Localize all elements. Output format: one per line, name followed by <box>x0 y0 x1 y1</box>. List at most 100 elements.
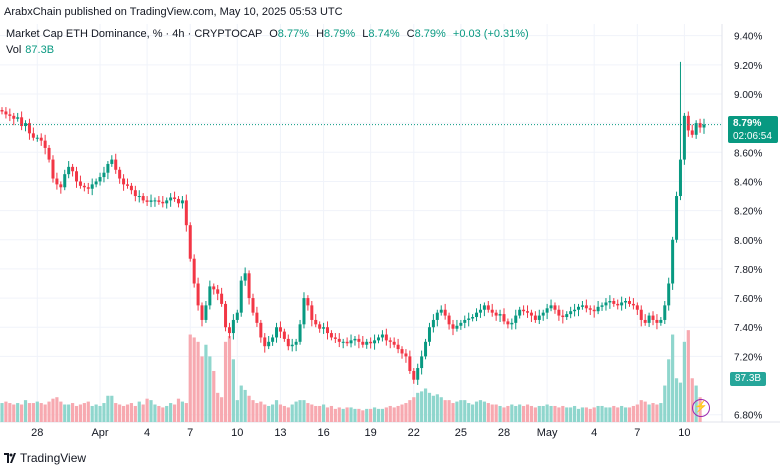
flash-icon[interactable]: ⚡ <box>692 399 710 417</box>
candle-body <box>251 298 255 313</box>
volume-bar <box>8 403 12 422</box>
volume-bar <box>141 404 145 422</box>
volume-bar <box>16 403 20 422</box>
symbol-name[interactable]: Market Cap ETH Dominance, % <box>6 28 163 40</box>
volume-bar <box>329 405 334 422</box>
candle-body <box>643 319 647 323</box>
candle-body <box>102 172 106 178</box>
candle-body <box>604 302 608 306</box>
volume-bar <box>165 405 169 422</box>
volume-bar <box>439 397 443 422</box>
volume-bar <box>267 405 271 422</box>
volume-bar <box>514 405 518 422</box>
candle-body <box>376 337 380 341</box>
candle-body <box>451 324 455 329</box>
y-tick-label: 6.80% <box>734 411 762 422</box>
candle-body <box>392 341 396 345</box>
volume-bar <box>349 407 353 422</box>
y-tick-label: 7.20% <box>734 352 762 363</box>
candle-body <box>549 305 553 309</box>
volume-bar <box>521 405 526 422</box>
volume-bar <box>608 407 612 422</box>
volume-bar <box>294 401 298 422</box>
volume-bar <box>529 405 534 422</box>
candle-body <box>333 337 337 339</box>
volume-bar <box>271 404 275 422</box>
volume-bar <box>192 337 196 422</box>
candle-body <box>165 200 169 204</box>
volume-bar <box>251 400 255 422</box>
candle-body <box>698 123 702 128</box>
candle-body <box>439 309 443 313</box>
candle-body <box>518 309 522 316</box>
volume-bar <box>137 401 141 422</box>
volume-bar <box>639 400 643 422</box>
exchange-label: CRYPTOCAP <box>194 28 263 40</box>
candle-body <box>267 341 271 347</box>
volume-bar <box>682 341 686 422</box>
candle-body <box>31 133 35 138</box>
volume-bar <box>188 334 192 422</box>
volume-bar <box>553 405 557 422</box>
volume-bar <box>631 405 636 422</box>
y-tick-label: 8.60% <box>734 148 762 159</box>
volume-bar <box>372 407 377 422</box>
close-label: C <box>406 28 415 40</box>
candle-body <box>310 305 314 320</box>
candle-body <box>302 298 306 325</box>
volume-bar <box>47 401 51 422</box>
candle-body <box>43 140 47 148</box>
candle-body <box>263 337 267 347</box>
volume-bar <box>588 408 592 422</box>
volume-bar <box>90 405 94 422</box>
candle-body <box>86 187 90 189</box>
candle-body <box>184 200 188 226</box>
last-price: 8.79% <box>733 118 762 129</box>
volume-bar <box>212 370 216 422</box>
volume-bar <box>153 404 157 422</box>
volume-bar <box>196 341 200 422</box>
candle-body <box>514 315 518 323</box>
x-tick-label: May <box>537 427 558 439</box>
volume-bar <box>0 403 4 422</box>
volume-bar <box>576 408 581 422</box>
candle-body <box>659 319 663 323</box>
footer-brand[interactable]: TradingView <box>20 451 87 465</box>
candle-body <box>486 305 490 310</box>
candle-body <box>114 159 118 170</box>
candle-body <box>278 327 282 332</box>
candle-body <box>243 273 247 281</box>
candle-body <box>596 306 600 312</box>
volume-bar <box>572 405 577 422</box>
volume-bar <box>110 395 114 422</box>
volume-bar <box>43 404 47 422</box>
candle-body <box>690 130 694 135</box>
candle-body <box>663 305 667 320</box>
candle-body <box>294 341 298 345</box>
volume-bar <box>423 388 428 422</box>
price-chart[interactable]: 9.40%9.20%9.00%8.80%8.60%8.40%8.20%8.00%… <box>0 24 780 446</box>
candle-body <box>655 319 659 323</box>
volume-bar <box>302 400 306 422</box>
candle-body <box>702 124 706 128</box>
symbol-legend: Market Cap ETH Dominance, % · 4h · CRYPT… <box>6 26 529 42</box>
volume-label[interactable]: Vol <box>6 44 22 56</box>
candle-body <box>208 286 212 306</box>
high-label: H <box>316 28 325 40</box>
volume-bar <box>286 407 290 422</box>
candle-body <box>200 305 204 320</box>
candle-body <box>39 137 43 141</box>
volume-bar <box>431 395 435 422</box>
candle-body <box>55 178 59 185</box>
candle-body <box>651 315 655 320</box>
candle-body <box>75 171 79 182</box>
interval-label[interactable]: 4h <box>172 28 185 40</box>
candle-body <box>608 300 612 303</box>
x-tick-label: 4 <box>144 427 150 439</box>
candle-body <box>627 300 631 304</box>
x-tick-label: 28 <box>498 427 510 439</box>
volume-bar <box>31 403 35 422</box>
legend-sep: · <box>162 28 173 40</box>
x-tick-label: 19 <box>365 427 377 439</box>
candle-body <box>98 177 102 182</box>
